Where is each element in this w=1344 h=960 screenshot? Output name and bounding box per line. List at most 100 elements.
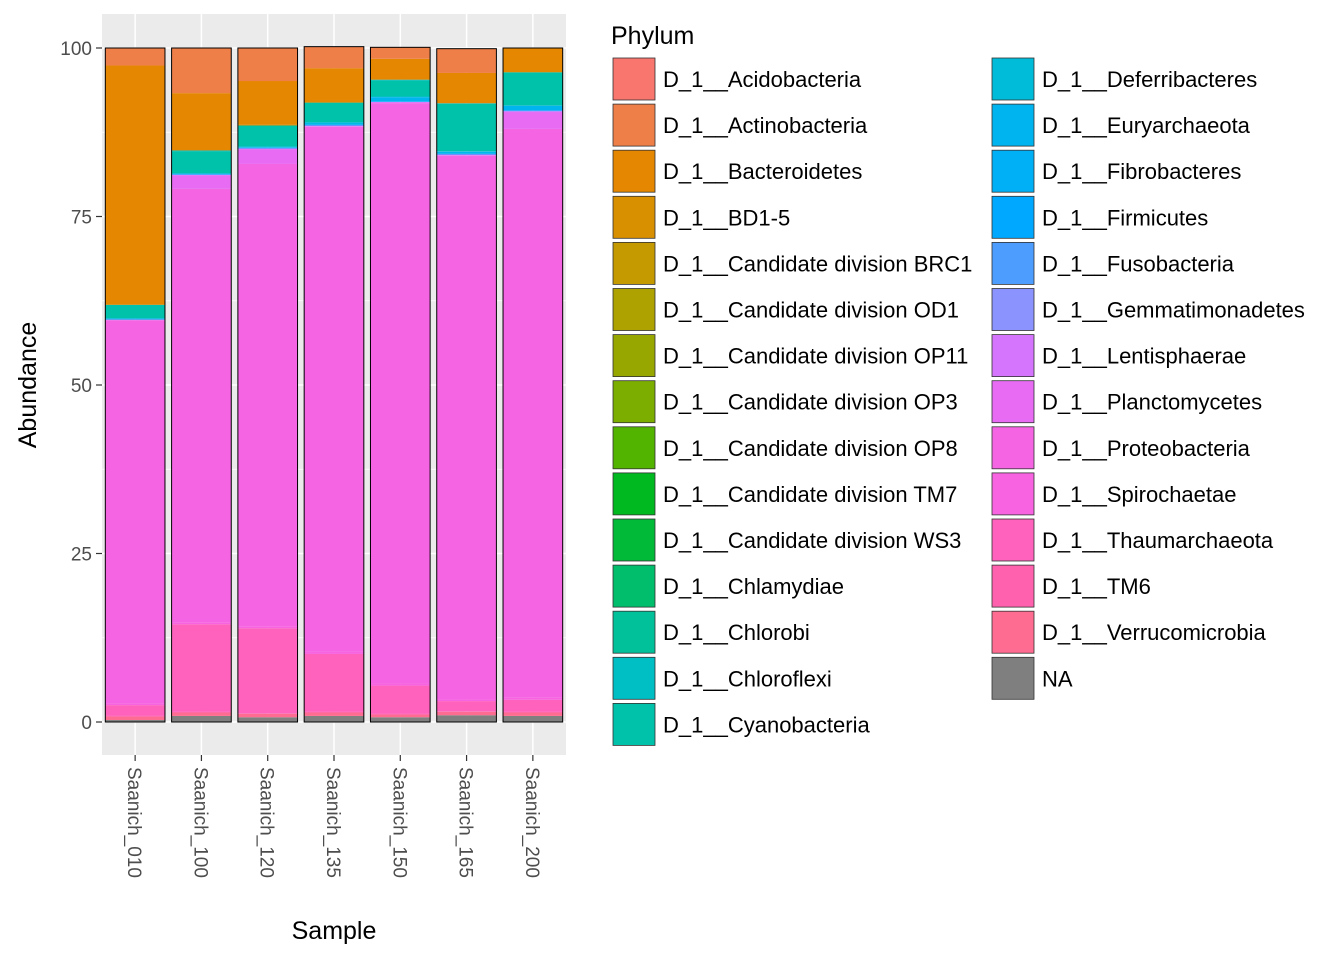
legend-item: D_1__Candidate division OP8 — [612, 426, 958, 470]
legend-label: D_1__Gemmatimonadetes — [1042, 298, 1305, 323]
bar-segment — [436, 711, 497, 712]
legend-item: D_1__Deferribacteres — [991, 57, 1257, 101]
bar-segment — [304, 123, 364, 125]
legend-key — [991, 426, 1035, 470]
legend-key — [612, 334, 656, 378]
legend-label: D_1__Chloroflexi — [663, 666, 832, 691]
legend-label: D_1__Fusobacteria — [1042, 251, 1235, 276]
bar-segment — [304, 122, 364, 124]
legend-item: D_1__Candidate division TM7 — [612, 472, 957, 516]
legend-label: D_1__Chlorobi — [663, 620, 810, 645]
bar-segment — [105, 319, 165, 321]
legend-key — [612, 656, 656, 700]
bar-segment — [237, 628, 298, 714]
bar-segment — [370, 79, 431, 81]
legend-key — [991, 57, 1035, 101]
legend-label: NA — [1042, 666, 1073, 691]
bar-segment — [237, 147, 298, 148]
legend-key — [612, 472, 656, 516]
bar-segment — [237, 626, 298, 629]
legend-label: D_1__Candidate division OP11 — [663, 344, 968, 369]
legend-key — [991, 564, 1035, 608]
legend-label: D_1__Acidobacteria — [663, 67, 862, 92]
bar-segment — [171, 624, 232, 712]
legend-key — [612, 703, 656, 746]
legend-key — [612, 241, 656, 285]
bar-segment — [304, 651, 364, 654]
legend-key — [612, 380, 656, 424]
x-axis-title: Sample — [292, 917, 377, 945]
bar-segment — [237, 149, 298, 164]
bar-segment — [503, 712, 563, 716]
bar-segment — [304, 68, 364, 103]
legend-key — [612, 518, 656, 562]
bar-segment — [436, 155, 497, 700]
legend-key — [612, 288, 656, 331]
bar-segment — [503, 112, 563, 129]
bar-segment — [105, 703, 165, 706]
legend-label: D_1__Candidate division BRC1 — [663, 251, 972, 276]
legend-key — [612, 610, 656, 654]
legend-item: D_1__Fibrobacteres — [991, 149, 1241, 193]
bar-outline — [436, 48, 497, 723]
legend-label: D_1__BD1-5 — [663, 205, 790, 230]
bar-segment — [370, 717, 431, 722]
bar-segment — [503, 711, 563, 713]
legend-item: D_1__Lentisphaerae — [991, 334, 1246, 378]
legend-key — [991, 334, 1035, 378]
bar-segment — [237, 713, 298, 714]
bar-segment — [105, 716, 165, 720]
legend-item: D_1__Cyanobacteria — [612, 703, 870, 746]
bar-segment — [105, 705, 165, 716]
bar-segment — [370, 714, 431, 718]
bar-outline — [369, 46, 431, 723]
legend-item: D_1__Chlamydiae — [612, 564, 844, 608]
bar-segment — [105, 48, 165, 66]
legend-item: D_1__Gemmatimonadetes — [991, 288, 1305, 331]
bar-segment — [304, 124, 364, 126]
bar-segment — [436, 715, 497, 722]
legend-key — [612, 564, 656, 608]
bar-outline — [237, 47, 299, 723]
bar-segment — [503, 699, 563, 712]
legend-item: D_1__Actinobacteria — [612, 103, 868, 147]
bar-segment — [370, 103, 431, 684]
y-tick-label: 100 — [60, 39, 92, 60]
legend-item: D_1__Euryarchaeota — [991, 103, 1251, 147]
bar-segment — [237, 125, 298, 147]
bar-segment — [436, 154, 497, 156]
bar-segment — [237, 147, 298, 149]
bar-segment — [105, 320, 165, 704]
legend-key — [991, 241, 1035, 285]
legend-key — [991, 103, 1035, 147]
bar-outline — [303, 46, 365, 723]
legend-label: D_1__Thaumarchaeota — [1042, 528, 1274, 553]
bar-segment — [503, 128, 563, 698]
legend-item: D_1__BD1-5 — [612, 195, 790, 239]
bar-segment — [370, 713, 431, 715]
bar-segment — [105, 65, 165, 305]
legend-label: D_1__Firmicutes — [1042, 205, 1208, 230]
bar-segment — [436, 72, 497, 104]
bar-segment — [503, 110, 563, 111]
legend-key — [991, 610, 1035, 654]
legend-label: D_1__Verrucomicrobia — [1042, 620, 1267, 645]
x-tick-label: Saanich_100 — [189, 767, 210, 878]
legend-key — [991, 518, 1035, 562]
legend-label: D_1__Candidate division OP8 — [663, 436, 958, 461]
legend-item: NA — [991, 656, 1073, 700]
bar-segment — [370, 102, 431, 104]
bar-segment — [237, 81, 298, 125]
bar-segment — [304, 653, 364, 712]
legend-key — [991, 149, 1035, 193]
legend-label: D_1__Candidate division OP3 — [663, 390, 958, 415]
legend-item: D_1__Candidate division OD1 — [612, 288, 959, 331]
legend-item: D_1__Chlorobi — [612, 610, 810, 654]
legend-item: D_1__TM6 — [991, 564, 1151, 608]
legend-item: D_1__Candidate division WS3 — [612, 518, 961, 562]
bar-segment — [503, 105, 563, 106]
bar-segment — [171, 173, 232, 175]
legend-label: D_1__Planctomycetes — [1042, 390, 1262, 415]
bar-segment — [171, 188, 232, 623]
